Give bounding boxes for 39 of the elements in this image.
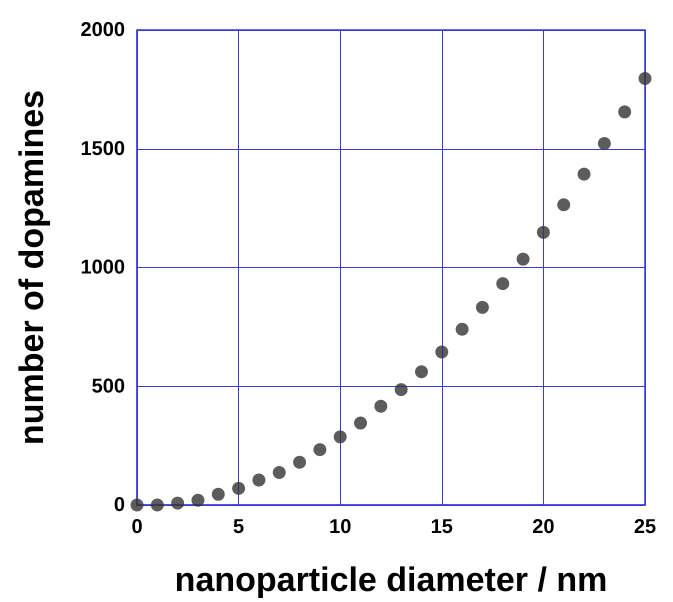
y-tick-label: 500	[92, 375, 125, 398]
point	[130, 498, 144, 512]
y-tick-label: 1500	[80, 138, 125, 160]
point	[232, 482, 246, 495]
point	[638, 72, 652, 85]
point	[150, 498, 164, 512]
point	[374, 400, 388, 413]
point	[191, 494, 204, 507]
point	[578, 168, 591, 181]
point	[334, 430, 347, 444]
point	[496, 277, 510, 290]
x-axis-title: nanoparticle diameter / nm	[174, 561, 608, 599]
x-tick-label: 15	[430, 516, 453, 538]
point	[293, 456, 306, 469]
point	[212, 488, 225, 501]
x-tick-label: 5	[233, 516, 244, 538]
point	[313, 443, 326, 456]
point	[476, 300, 489, 314]
point	[252, 474, 266, 487]
y-axis-title: number of dopamines	[13, 90, 51, 446]
point	[394, 383, 408, 396]
point	[557, 198, 570, 212]
point	[618, 105, 632, 118]
x-tick-label: 0	[131, 516, 143, 538]
x-tick-label: 20	[532, 516, 555, 538]
point	[536, 226, 550, 239]
point	[414, 365, 428, 378]
point	[456, 322, 469, 336]
x-tick-label: 10	[329, 516, 352, 538]
y-tick-label: 2000	[80, 19, 125, 41]
x-tick-label: 25	[634, 516, 656, 538]
point	[272, 466, 286, 479]
y-tick-label: 0	[114, 494, 125, 516]
point	[171, 496, 184, 510]
point	[516, 252, 530, 266]
y-tick-label: 1000	[80, 256, 125, 278]
point	[598, 137, 611, 150]
point	[435, 346, 448, 359]
point	[354, 416, 368, 430]
